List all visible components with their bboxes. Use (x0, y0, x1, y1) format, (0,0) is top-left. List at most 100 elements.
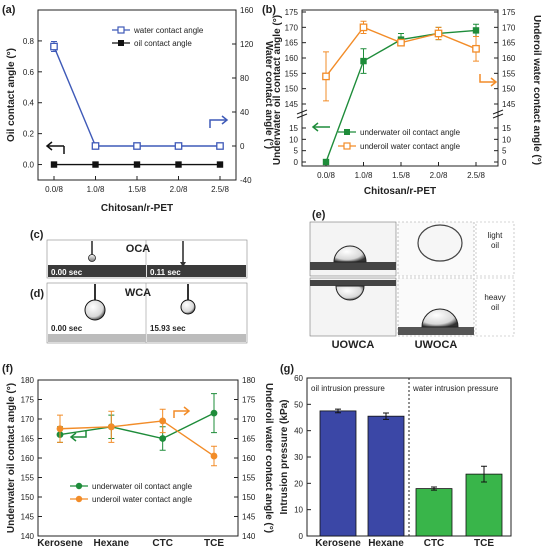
a-point-1-3 (175, 161, 182, 168)
a-ytick-label: 0.2 (23, 130, 35, 139)
c-title: OCA (126, 243, 151, 255)
b-point-1-0 (322, 72, 330, 81)
f-ytick-label: 145 (21, 513, 35, 522)
f-left-arrow (69, 430, 87, 442)
photo-c: OCA 0.00 sec 0.11 sec (46, 239, 248, 279)
a-xtick-label: 1.5/8 (128, 185, 146, 194)
b-ylabel: Underwater oil contact angle (°) (272, 15, 283, 165)
a-xtick-label: 0.0/8 (45, 185, 63, 194)
b-y2tick-label: 0 (502, 158, 507, 167)
f-ytick-label: 180 (21, 376, 35, 385)
f-y2tick-label: 155 (242, 474, 256, 483)
f-series-line-0 (59, 412, 215, 440)
panel-label-c: (c) (30, 229, 44, 241)
e-heavy-oil: heavy oil (484, 293, 505, 312)
b-y2tick-label: 150 (502, 85, 516, 94)
f-ytick-label: 165 (21, 435, 35, 444)
b-y2tick-label: 5 (502, 147, 507, 156)
f-legend: underwater oil contact angle underoil wa… (70, 482, 193, 504)
f-ytick-label: 155 (21, 474, 35, 483)
b-axis-break (296, 109, 504, 119)
a-ytick-label: 0.4 (23, 99, 35, 108)
d-title: WCA (125, 287, 151, 299)
f-point-0-2 (159, 435, 167, 442)
g-ytick-label: 0 (299, 532, 304, 541)
f-y2tick-label: 145 (242, 513, 256, 522)
g-errorbar-1 (383, 412, 389, 420)
a-point-0-0 (50, 42, 58, 51)
g-errorbar-0 (335, 408, 341, 414)
e-uwoca-label: UWOCA (415, 339, 458, 351)
b-point-0-4 (472, 27, 480, 34)
panel-label-e: (e) (312, 209, 326, 221)
b-ytick-label: 170 (285, 23, 299, 32)
d-time-2: 15.93 sec (150, 324, 186, 333)
a-y2label: Water contact angle (°) (263, 41, 274, 149)
b-left-arrow (311, 122, 330, 132)
chart-g: 0 10 20 30 40 50 60 Kerosene Hexane CTC TCE Intrus… (279, 374, 512, 549)
f-ytick-label: 170 (21, 415, 35, 424)
g-xtick-label: Kerosene (315, 538, 361, 549)
a-y2tick-label: 40 (240, 108, 249, 117)
g-xtick-label: TCE (474, 538, 494, 549)
d-time-1: 0.00 sec (51, 324, 83, 333)
b-y2tick-label: 170 (502, 23, 516, 32)
f-point-1-2 (159, 417, 167, 425)
f-right-arrow (173, 406, 191, 418)
b-point-0-1 (360, 57, 367, 65)
b-point-1-1 (359, 23, 368, 32)
g-bar-0 (319, 410, 357, 537)
a-ytick-label: 0.6 (23, 68, 35, 77)
a-right-arrow (209, 115, 229, 128)
a-point-0-1 (91, 142, 100, 150)
b-ytick-label: 150 (285, 85, 299, 94)
b-ytick-label: 145 (285, 100, 299, 109)
f-y2label: Underoil water contact angle (°) (263, 383, 274, 533)
f-series-line-1 (59, 420, 215, 457)
f-ytick-label: 160 (21, 454, 35, 463)
a-point-0-4 (216, 142, 224, 150)
g-errorbar-3 (481, 465, 487, 483)
e-uowca-label: UOWCA (332, 339, 375, 351)
f-y2tick-label: 160 (242, 454, 256, 463)
g-ytick-label: 10 (294, 506, 303, 515)
g-xtick-label: Hexane (368, 538, 404, 549)
g-ytick-label: 50 (294, 400, 303, 409)
a-ytick-label: 0.8 (23, 37, 35, 46)
chart-f: 140 145 150 155 160 165 170 175 180 140 145 150 155 1… (6, 376, 274, 549)
a-ylabel: Oil contact angle (°) (6, 48, 17, 142)
a-point-0-3 (174, 142, 183, 150)
b-xtick-label: 2.0/8 (430, 171, 448, 180)
f-xtick-label: CTC (152, 538, 173, 549)
f-y2tick-label: 170 (242, 415, 256, 424)
f-ytick-label: 140 (21, 532, 35, 541)
a-xtick-label: 2.0/8 (170, 185, 188, 194)
g-annotation-oil: oil intrusion pressure (311, 384, 385, 393)
photo-e: light oil heavy oil UOWCA UWOCA (309, 221, 515, 351)
c-time-2: 0.11 sec (150, 268, 181, 277)
b-ytick-label: 5 (294, 147, 299, 156)
b-ytick-label: 10 (289, 135, 298, 144)
g-ylabel: Intrusion pressure (kPa) (279, 399, 290, 514)
a-point-1-4 (216, 161, 224, 168)
b-y2tick-label: 165 (502, 39, 516, 48)
b-y2tick-label: 175 (502, 8, 516, 17)
b-point-1-4 (472, 44, 480, 53)
g-ytick-label: 30 (294, 453, 303, 462)
a-y2tick-label: 160 (240, 6, 254, 15)
a-point-1-0 (50, 161, 58, 168)
f-point-1-1 (107, 423, 115, 431)
f-point-1-0 (56, 425, 64, 433)
b-legend-uowca: underoil water contact angle (360, 142, 461, 151)
photo-d: WCA 0.00 sec 15.93 sec (46, 282, 248, 344)
panel-label-d: (d) (30, 288, 44, 300)
g-annotation-water: water intrusion pressure (412, 384, 499, 393)
b-xlabel: Chitosan/r-PET (364, 186, 436, 197)
b-y2tick-label: 145 (502, 100, 516, 109)
b-y2tick-label: 155 (502, 69, 516, 78)
b-y2tick-label: 15 (502, 124, 511, 133)
f-ytick-label: 150 (21, 493, 35, 502)
panel-label-f: (f) (2, 363, 13, 375)
b-xtick-label: 2.5/8 (467, 171, 485, 180)
